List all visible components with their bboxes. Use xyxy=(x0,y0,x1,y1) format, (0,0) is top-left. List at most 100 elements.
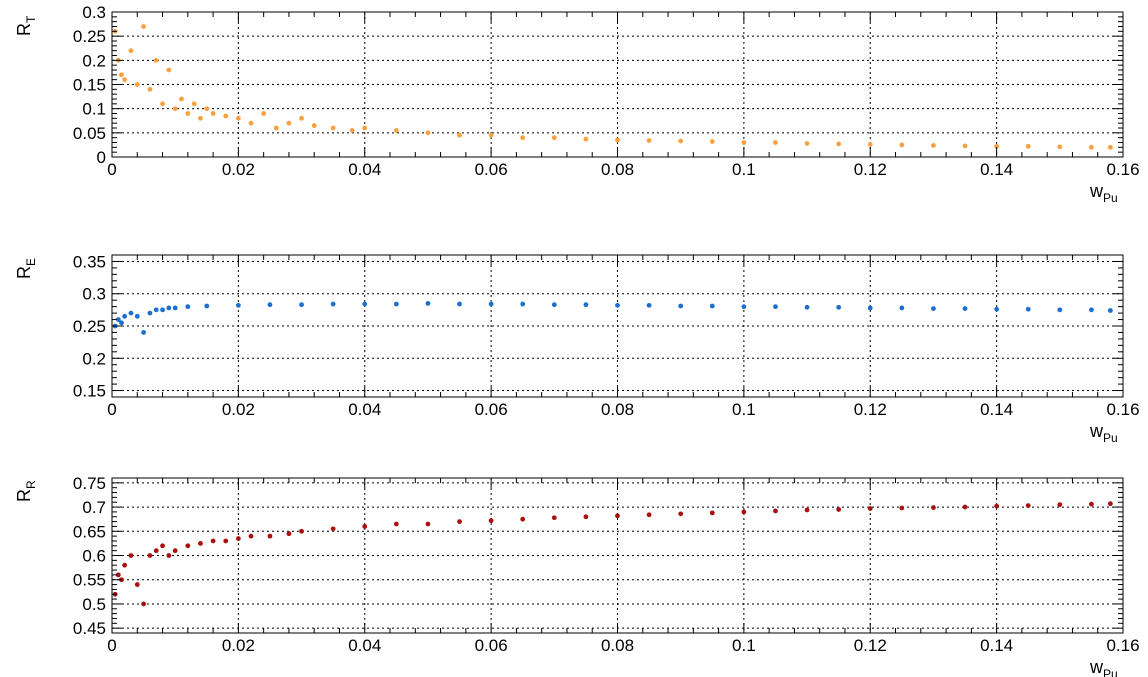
data-point xyxy=(804,141,810,146)
data-point xyxy=(678,138,684,144)
data-point xyxy=(488,518,494,524)
y-tick-label: 0 xyxy=(97,148,106,167)
data-point xyxy=(128,48,134,54)
data-point xyxy=(122,313,128,319)
data-point xyxy=(520,301,526,307)
y-tick-label: 0.6 xyxy=(82,547,106,566)
data-point xyxy=(235,536,241,541)
data-point xyxy=(1025,306,1031,312)
data-point xyxy=(362,301,368,307)
y-axis-title: RT xyxy=(14,15,38,36)
y-tick-label: 0.15 xyxy=(73,76,106,95)
data-point xyxy=(709,139,715,144)
data-point xyxy=(1089,501,1094,507)
data-point xyxy=(185,111,191,116)
data-point xyxy=(286,120,292,126)
data-point xyxy=(1025,503,1031,509)
data-point xyxy=(646,138,652,143)
y-tick-label: 0.55 xyxy=(73,571,106,590)
y-tick-label: 0.7 xyxy=(82,498,106,517)
data-point xyxy=(223,538,229,544)
data-point xyxy=(773,304,778,310)
data-point xyxy=(551,135,557,141)
data-point xyxy=(583,302,589,308)
data-point xyxy=(1089,144,1094,150)
y-tick-label: 0.2 xyxy=(82,51,106,70)
data-point xyxy=(235,115,241,121)
x-tick-label: 0.14 xyxy=(980,160,1013,179)
data-point xyxy=(1025,143,1031,149)
data-point xyxy=(931,143,936,148)
data-point xyxy=(551,515,557,521)
x-tick-label: 0.06 xyxy=(475,636,508,655)
data-point xyxy=(994,306,1000,312)
data-point xyxy=(299,302,304,308)
panel-2: 0 0.02 0.04 0.06 0.08 0.1 0.12 0.14 0.16 0.15 0.2 0… xyxy=(14,252,1140,445)
data-point xyxy=(134,313,140,319)
x-tick-label: 0.1 xyxy=(732,160,756,179)
data-point xyxy=(583,136,589,142)
data-point xyxy=(931,306,936,311)
data-point xyxy=(128,310,134,316)
data-point xyxy=(457,301,462,307)
x-axis-title: wPu xyxy=(1089,421,1118,445)
x-tick-label: 0.02 xyxy=(222,400,255,419)
data-point xyxy=(962,504,968,510)
y-tick-label: 0.2 xyxy=(82,349,106,368)
data-point xyxy=(172,305,178,311)
x-tick-label: 0.08 xyxy=(601,400,634,419)
data-point xyxy=(141,24,146,29)
x-axis-title: wPu xyxy=(1089,657,1118,677)
x-tick-label: 0.14 xyxy=(980,400,1013,419)
data-point xyxy=(223,113,229,119)
data-point xyxy=(962,143,968,149)
data-point xyxy=(804,304,810,310)
data-point xyxy=(141,601,146,607)
data-point xyxy=(311,123,317,128)
data-point xyxy=(962,306,968,311)
data-point xyxy=(615,513,620,519)
x-tick-label: 0.16 xyxy=(1106,160,1139,179)
data-point xyxy=(273,125,279,131)
data-point xyxy=(153,548,159,554)
y-tick-label: 0.3 xyxy=(82,3,106,22)
data-point xyxy=(867,142,873,147)
data-point xyxy=(185,304,191,310)
data-point xyxy=(179,96,184,102)
data-point xyxy=(115,317,121,322)
data-point xyxy=(551,302,557,308)
data-point xyxy=(931,505,936,510)
data-point xyxy=(261,111,267,116)
data-point xyxy=(172,106,178,112)
data-point xyxy=(836,507,842,512)
data-point xyxy=(166,67,172,73)
y-axis-title: RE xyxy=(14,258,38,279)
data-point xyxy=(330,301,336,307)
data-point xyxy=(994,503,1000,509)
x-tick-label: 0.04 xyxy=(348,636,381,655)
data-point xyxy=(204,106,210,112)
data-point xyxy=(153,307,159,313)
x-tick-label: 0.08 xyxy=(601,160,634,179)
data-point xyxy=(349,128,355,133)
data-point xyxy=(488,132,494,138)
data-point xyxy=(867,506,873,511)
data-point xyxy=(166,305,172,311)
x-tick-label: 0.16 xyxy=(1106,400,1139,419)
data-point xyxy=(160,543,165,549)
data-point xyxy=(741,509,747,515)
data-point xyxy=(1089,307,1094,313)
data-point xyxy=(741,140,747,145)
data-point xyxy=(1107,144,1113,150)
data-point xyxy=(836,304,842,310)
data-point xyxy=(115,572,121,578)
x-tick-label: 0 xyxy=(107,400,116,419)
x-tick-label: 0.12 xyxy=(854,400,887,419)
data-point xyxy=(267,302,273,308)
data-point xyxy=(457,519,462,524)
x-tick-label: 0.06 xyxy=(475,160,508,179)
x-tick-label: 0.14 xyxy=(980,636,1013,655)
y-tick-label: 0.35 xyxy=(73,252,106,271)
y-tick-label: 0.3 xyxy=(82,285,106,304)
